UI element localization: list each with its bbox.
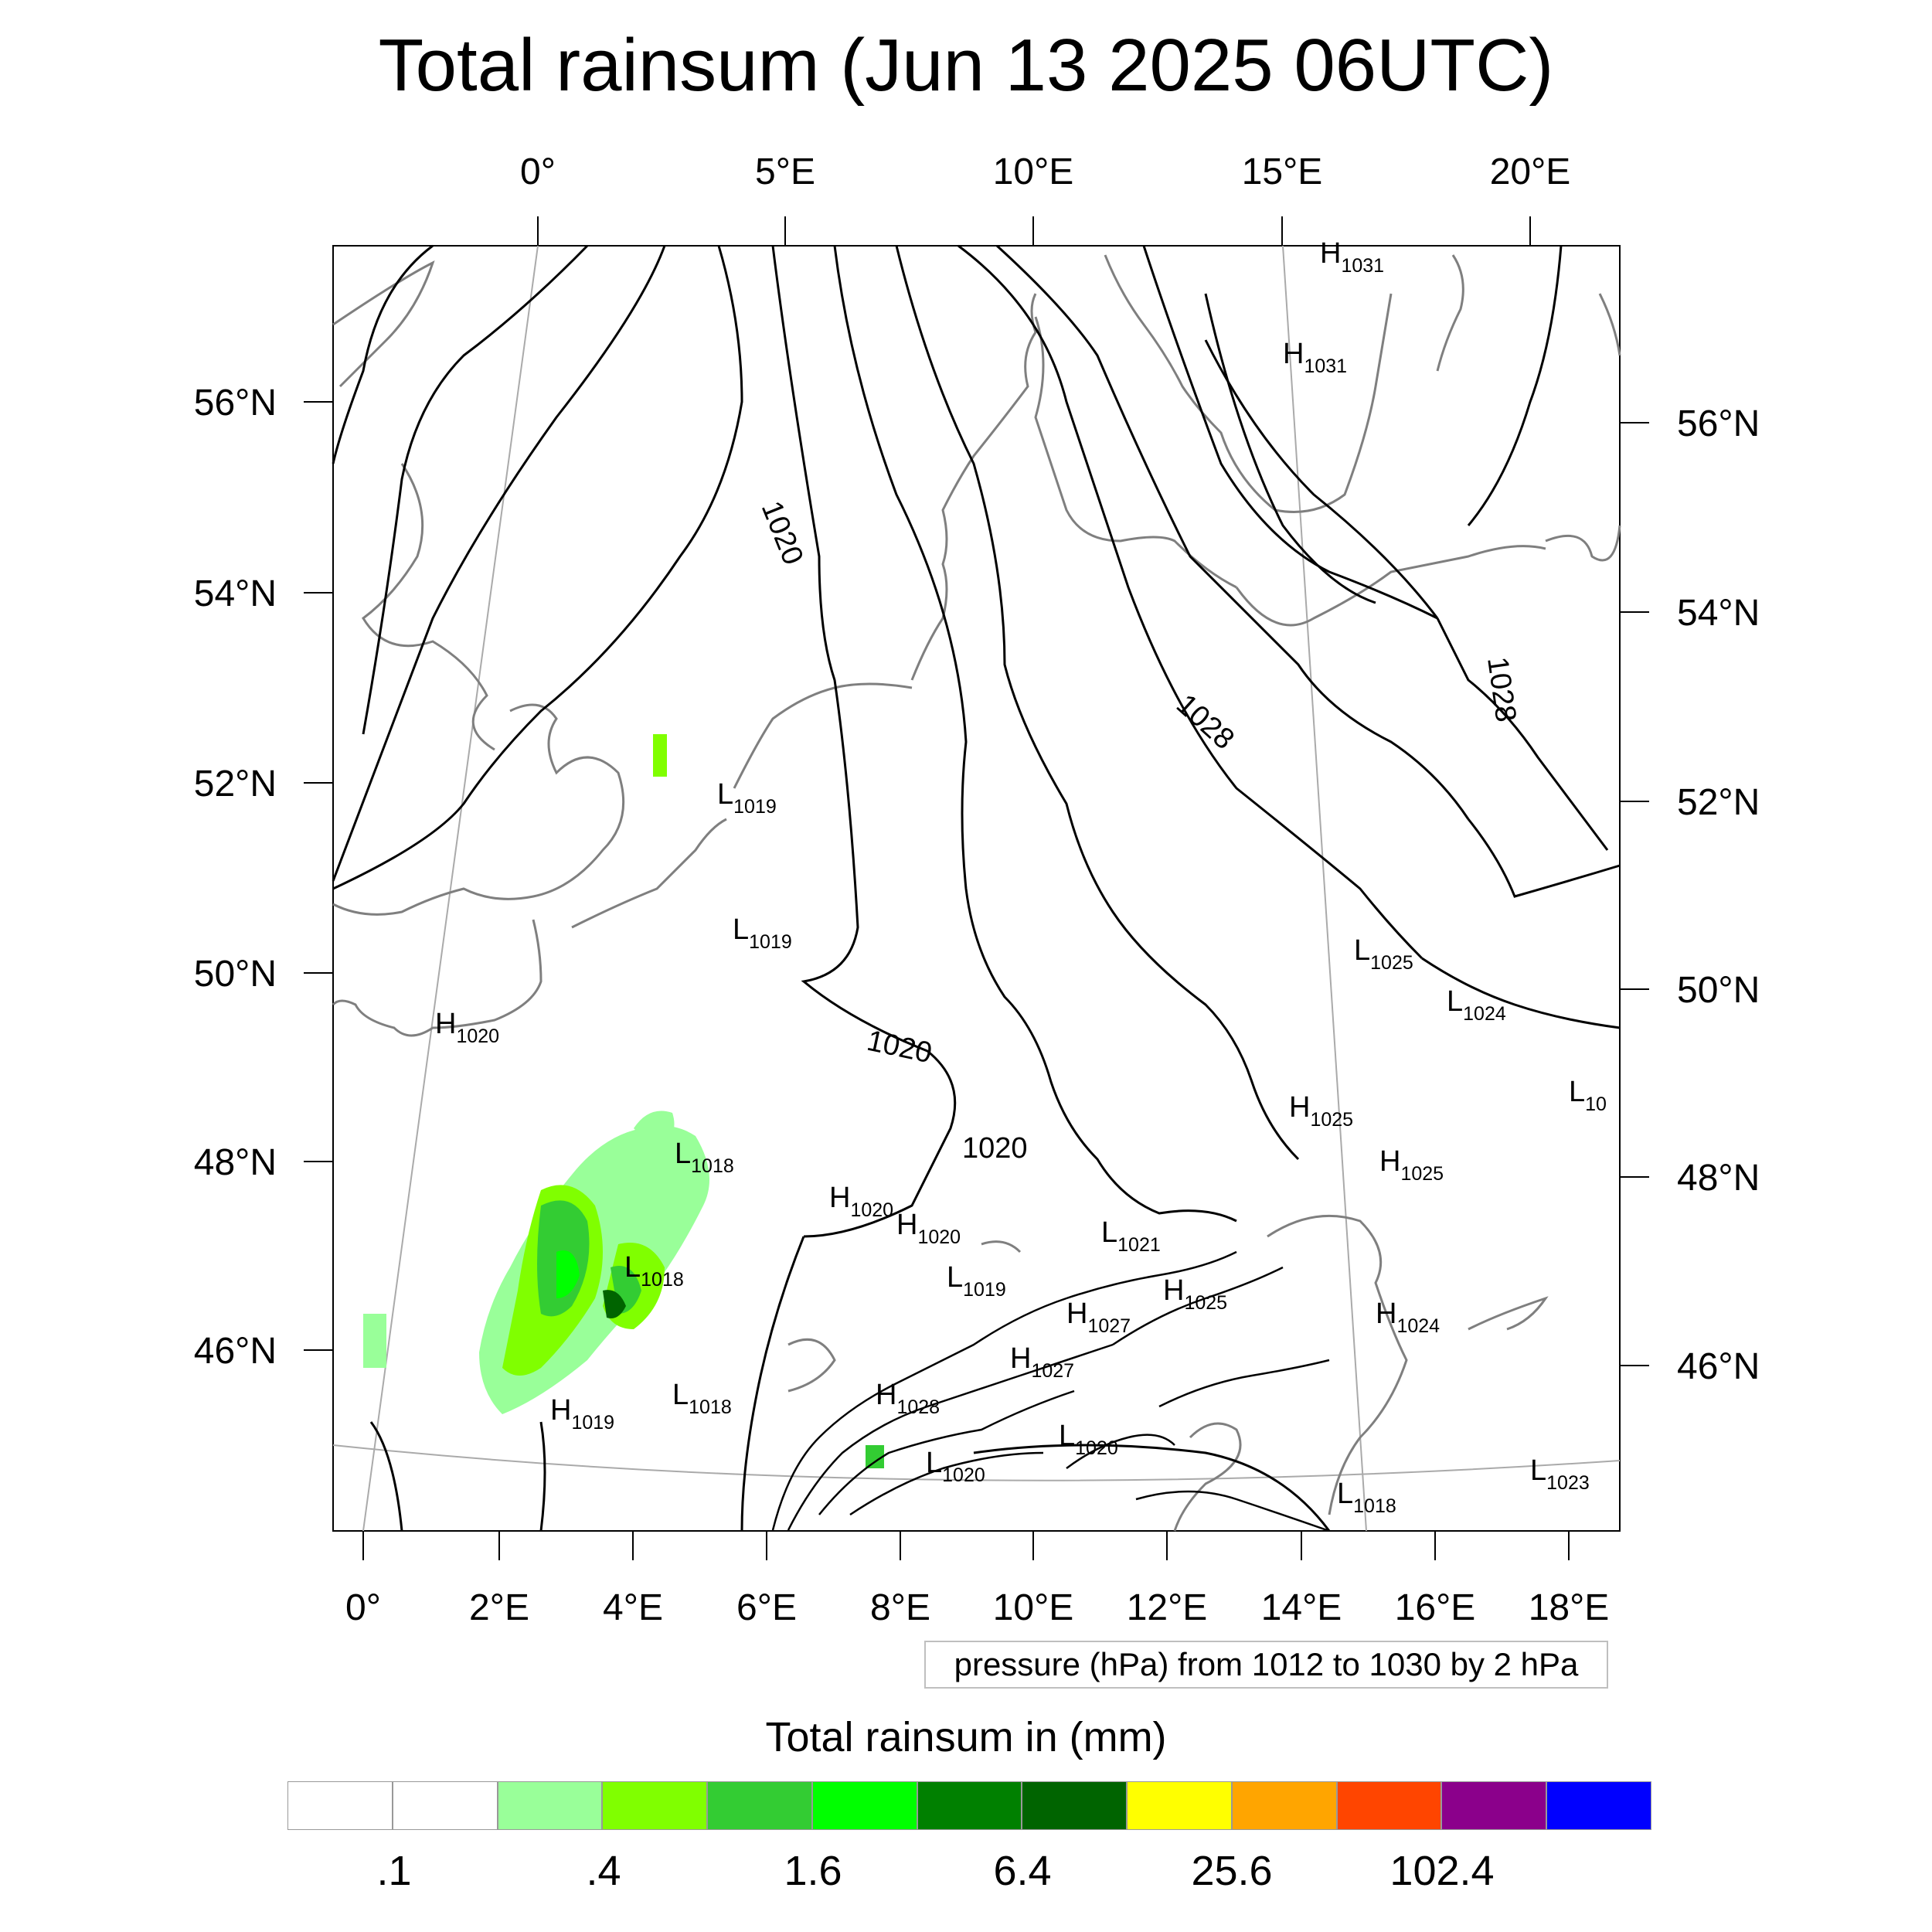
colorbar-swatch xyxy=(1127,1781,1232,1830)
left-lat-label: 52°N xyxy=(194,764,277,804)
colorbar-swatch xyxy=(287,1781,393,1830)
graticule xyxy=(332,245,1621,1532)
colorbar-swatch xyxy=(707,1781,812,1830)
top-lon-label: 5°E xyxy=(755,151,815,192)
high-pressure-center: H1025 xyxy=(1379,1145,1444,1185)
colorbar-swatch xyxy=(1022,1781,1128,1830)
bottom-lon-label: 18°E xyxy=(1529,1587,1610,1628)
low-pressure-center: L1020 xyxy=(926,1447,985,1486)
high-pressure-center: H1025 xyxy=(1289,1091,1353,1131)
rain-patches xyxy=(363,734,884,1468)
high-pressure-center: H1019 xyxy=(550,1394,614,1434)
colorbar-label: .4 xyxy=(586,1848,621,1894)
right-lat-label: 48°N xyxy=(1677,1158,1760,1199)
left-lat-label: 56°N xyxy=(194,383,277,423)
map-title: Total rainsum (Jun 13 2025 06UTC) xyxy=(378,24,1554,107)
bottom-lon-label: 10°E xyxy=(993,1587,1074,1628)
colorbar-title: Total rainsum in (mm) xyxy=(765,1714,1167,1760)
alpine-isobars xyxy=(771,1250,1330,1532)
isobar-label: 1028 xyxy=(1481,655,1522,724)
rain-area-light-north xyxy=(634,1111,675,1151)
colorbar-label: 6.4 xyxy=(993,1848,1052,1894)
rain-cell xyxy=(653,734,667,777)
right-lat-label: 46°N xyxy=(1677,1346,1760,1387)
colorbar-label: 102.4 xyxy=(1389,1848,1495,1894)
low-pressure-center: L1018 xyxy=(1337,1478,1396,1517)
top-lon-label: 0° xyxy=(520,151,556,192)
bottom-lon-label: 2°E xyxy=(469,1587,529,1628)
low-pressure-center: L1025 xyxy=(1354,934,1413,974)
colorbar-swatch xyxy=(497,1781,603,1830)
high-pressure-center: H1020 xyxy=(896,1209,961,1248)
bottom-lon-label: 0° xyxy=(345,1587,381,1628)
colorbar-swatch xyxy=(917,1781,1022,1830)
right-lat-label: 56°N xyxy=(1677,403,1760,444)
low-pressure-center: L1018 xyxy=(675,1138,734,1177)
low-pressure-center: L1020 xyxy=(1059,1420,1118,1459)
bottom-lon-label: 4°E xyxy=(603,1587,663,1628)
high-pressure-center: H1027 xyxy=(1066,1298,1131,1337)
colorbar-label: .1 xyxy=(376,1848,412,1894)
colorbar-swatch xyxy=(1441,1781,1547,1830)
low-pressure-center: L1024 xyxy=(1447,985,1506,1025)
isobar-label: 1020 xyxy=(962,1132,1028,1165)
rain-cell xyxy=(363,1314,386,1368)
right-lat-label: 50°N xyxy=(1677,970,1760,1011)
left-lat-label: 46°N xyxy=(194,1331,277,1372)
colorbar-label: 1.6 xyxy=(784,1848,842,1894)
low-pressure-center: L1021 xyxy=(1101,1216,1161,1256)
bottom-lon-label: 16°E xyxy=(1395,1587,1476,1628)
bottom-lon-label: 12°E xyxy=(1127,1587,1208,1628)
high-pressure-center: H1025 xyxy=(1163,1274,1227,1314)
contour-info-box: pressure (hPa) from 1012 to 1030 by 2 hP… xyxy=(924,1641,1608,1689)
pressure-centers: H1031 H1031 L1019 L1019 H1020 L1025 L102… xyxy=(435,237,1607,1517)
top-lon-label: 15°E xyxy=(1242,151,1323,192)
colorbar-swatch xyxy=(602,1781,708,1830)
top-lon-label: 10°E xyxy=(993,151,1074,192)
colorbar-swatch xyxy=(811,1781,917,1830)
high-pressure-center: H1020 xyxy=(435,1008,499,1047)
left-lat-label: 50°N xyxy=(194,954,277,995)
isobar-label: 1020 xyxy=(755,497,810,570)
high-pressure-center: H1031 xyxy=(1283,338,1347,377)
colorbar-swatch xyxy=(1231,1781,1337,1830)
high-pressure-center: H1027 xyxy=(1010,1342,1074,1382)
low-pressure-center: L1019 xyxy=(733,913,792,953)
rain-area-dark xyxy=(603,1290,626,1318)
colorbar xyxy=(287,1781,1651,1830)
low-pressure-center: L1018 xyxy=(672,1379,732,1418)
colorbar-swatch xyxy=(392,1781,498,1830)
low-pressure-center: L1019 xyxy=(717,778,777,818)
top-lon-label: 20°E xyxy=(1490,151,1571,192)
right-lat-label: 54°N xyxy=(1677,593,1760,634)
colorbar-swatch xyxy=(1336,1781,1442,1830)
left-lat-label: 48°N xyxy=(194,1142,277,1183)
coastlines xyxy=(332,254,1621,1532)
isobars xyxy=(332,244,1621,1532)
left-lat-label: 54°N xyxy=(194,573,277,614)
low-pressure-center: L1018 xyxy=(624,1251,684,1291)
low-pressure-center: L1023 xyxy=(1530,1454,1590,1494)
high-pressure-center: H1020 xyxy=(829,1182,893,1221)
right-lat-label: 52°N xyxy=(1677,782,1760,823)
low-pressure-center: L1019 xyxy=(947,1261,1006,1301)
colorbar-swatch xyxy=(1546,1781,1651,1830)
colorbar-label: 25.6 xyxy=(1191,1848,1273,1894)
rain-area-bright xyxy=(556,1250,580,1298)
bottom-lon-label: 8°E xyxy=(870,1587,930,1628)
high-pressure-center: H1028 xyxy=(876,1379,940,1418)
high-pressure-center: H1024 xyxy=(1376,1298,1440,1337)
high-pressure-center: H1031 xyxy=(1320,237,1384,277)
bottom-lon-label: 6°E xyxy=(736,1587,797,1628)
isobar-label: 1020 xyxy=(864,1025,934,1070)
axis-ticks xyxy=(304,216,1649,1560)
bottom-lon-label: 14°E xyxy=(1261,1587,1342,1628)
low-pressure-center: L10 xyxy=(1569,1076,1607,1115)
